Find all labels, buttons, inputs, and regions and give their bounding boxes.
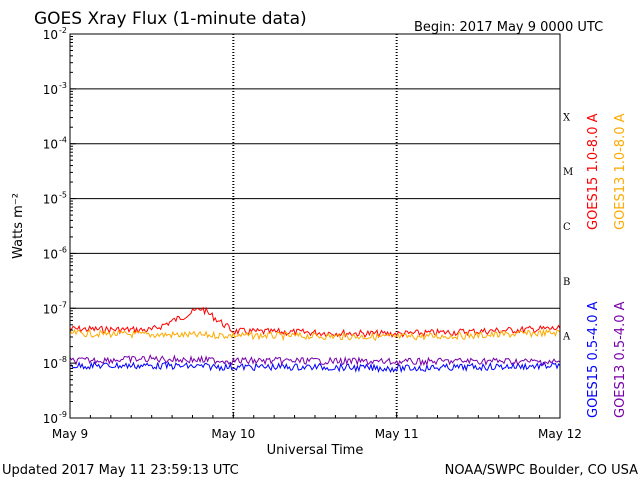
x-tick-label: May 10 xyxy=(211,427,255,441)
legend-entry: GOES15 1.0-8.0 A xyxy=(586,113,601,230)
y-tick-label: 10 xyxy=(43,83,58,97)
credit-label: NOAA/SWPC Boulder, CO USA xyxy=(445,463,638,478)
y-tick-exponent: -5 xyxy=(59,191,67,200)
y-tick-label: 10 xyxy=(43,247,58,261)
x-axis-title: Universal Time xyxy=(267,443,364,458)
chart-title: GOES Xray Flux (1-minute data) xyxy=(34,9,307,29)
y-tick-exponent: -8 xyxy=(59,355,67,364)
y-tick-label: 10 xyxy=(43,302,58,316)
flare-class-label: M xyxy=(563,167,573,178)
begin-label: Begin: 2017 May 9 0000 UTC xyxy=(414,20,603,35)
legend: GOES15 1.0-8.0 A GOES13 1.0-8.0 A GOES15 0… xyxy=(586,113,628,418)
updated-label: Updated 2017 May 11 23:59:13 UTC xyxy=(2,463,239,478)
series-line xyxy=(69,354,561,367)
y-axis-title: Watts m⁻² xyxy=(11,193,26,259)
series-line xyxy=(69,328,561,342)
flare-class-label: B xyxy=(563,277,570,288)
y-tick-label: 10 xyxy=(43,28,58,42)
flare-class-label: X xyxy=(563,112,571,123)
legend-entry: GOES13 1.0-8.0 A xyxy=(613,113,628,230)
y-tick-label: 10 xyxy=(43,412,58,426)
series-line xyxy=(69,361,561,374)
series-lines xyxy=(69,306,561,374)
y-tick-label: 10 xyxy=(43,193,58,207)
x-tick-label: May 9 xyxy=(52,427,88,441)
grid-lines xyxy=(70,34,560,418)
legend-entry: GOES13 0.5-4.0 A xyxy=(613,301,628,418)
y-tick-label: 10 xyxy=(43,138,58,152)
y-tick-exponent: -7 xyxy=(59,300,67,309)
flare-class-label: A xyxy=(562,332,571,343)
legend-entry: GOES15 0.5-4.0 A xyxy=(586,301,601,418)
y-tick-exponent: -4 xyxy=(59,136,67,145)
y-tick-exponent: -2 xyxy=(59,26,67,35)
flare-class-label: C xyxy=(563,222,571,233)
y-tick-exponent: -9 xyxy=(59,410,67,419)
y-tick-exponent: -3 xyxy=(59,81,67,90)
series-line xyxy=(69,306,561,339)
plot-frame xyxy=(69,33,561,419)
x-tick-label: May 12 xyxy=(538,427,582,441)
x-tick-label: May 11 xyxy=(375,427,419,441)
y-tick-label: 10 xyxy=(43,357,58,371)
y-tick-exponent: -6 xyxy=(59,245,67,254)
